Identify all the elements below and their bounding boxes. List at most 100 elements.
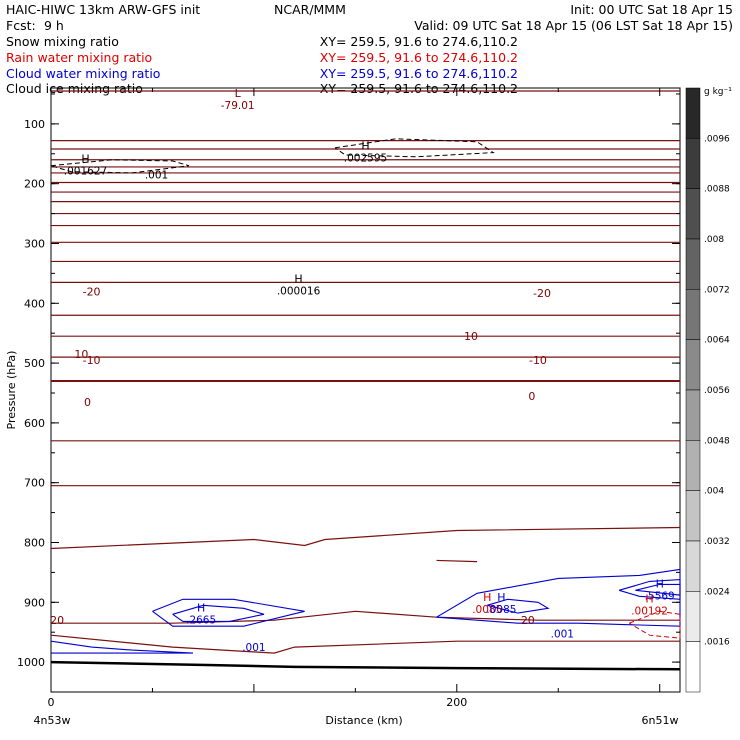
y-tick-label: 100 (24, 118, 45, 131)
colorbar-label: .008 (704, 235, 724, 245)
cloud-water-contour (635, 583, 681, 596)
field-snow-xy: XY= 259.5, 91.6 to 274.6,110.2 (320, 34, 518, 49)
contour-label: .001 (145, 170, 168, 182)
isotherm-label: -20 (83, 285, 101, 298)
extremum-value: -79.01 (221, 100, 255, 112)
header-center: NCAR/MMM (274, 2, 346, 17)
x-tick-label: 0 (48, 696, 55, 709)
rain-water-contour (629, 610, 681, 639)
isotherm-label: -10 (529, 354, 547, 367)
header-valid: Valid: 09 UTC Sat 18 Apr 15 (06 LST Sat … (414, 18, 733, 33)
extremum-marker: H (81, 153, 89, 166)
isotherm-label: -10 (83, 354, 101, 367)
y-tick-label: 1000 (17, 656, 45, 669)
colorbar-segment (685, 188, 701, 240)
isotherm-line (436, 559, 478, 563)
isotherm-label: 0 (528, 390, 535, 403)
extremum-value: .5569 (645, 590, 675, 602)
isotherm-label: 20 (521, 614, 535, 627)
endpoint-left: 4n53w (34, 714, 71, 727)
extremum-marker: L (235, 87, 242, 100)
header-init: Init: 00 UTC Sat 18 Apr 15 (570, 2, 733, 17)
header-fcst-value: 9 h (44, 18, 64, 33)
extremum-value: .001627 (64, 166, 107, 178)
cloud-water-contour (436, 568, 681, 627)
contour-label: .001 (551, 628, 574, 640)
extremum-marker: H (361, 140, 369, 153)
cloud-water-contour (50, 640, 194, 654)
y-tick-label: 500 (24, 357, 45, 370)
colorbar-segment (685, 87, 701, 139)
colorbar-label: .0048 (704, 436, 730, 446)
cloud-water-contour (172, 604, 265, 622)
colorbar-segment (685, 591, 701, 642)
cloud-water-contour (487, 598, 550, 614)
colorbar-label: .0096 (704, 134, 730, 144)
field-cloudwater-xy: XY= 259.5, 91.6 to 274.6,110.2 (320, 66, 518, 81)
snow-ice-contour (334, 138, 495, 158)
snow-ice-contour (50, 159, 190, 174)
extremum-marker: H (497, 591, 505, 604)
colorbar-segment (685, 238, 701, 290)
y-tick-label: 200 (24, 178, 45, 191)
colorbar-label: .004 (704, 487, 724, 497)
extremum-value: .000016 (277, 285, 321, 297)
colorbar-segment (685, 440, 701, 491)
terrain-line (50, 660, 681, 671)
field-cloudwater-name: Cloud water mixing ratio (6, 66, 160, 81)
y-tick-label: 900 (24, 596, 45, 609)
colorbar-segment (685, 138, 701, 189)
colorbar-segment (685, 641, 701, 693)
y-tick-label: 300 (24, 237, 45, 250)
colorbar-label: .0024 (704, 587, 730, 597)
colorbar-unit: g kg⁻¹ (704, 87, 732, 97)
x-tick-label: 200 (446, 696, 467, 709)
cloud-water-contour (152, 598, 305, 627)
x-axis-title: Distance (km) (325, 714, 402, 727)
extremum-value: .0085 (472, 604, 502, 616)
isotherm-label: 10 (464, 330, 478, 343)
colorbar-label: .0064 (704, 336, 730, 346)
colorbar: .0096 .0088 .008 .0072 .0064 .0056 .0048 .004 .0… (685, 87, 730, 693)
extremum-value: .0085 (486, 604, 516, 616)
field-rain-name: Rain water mixing ratio (6, 50, 152, 65)
isotherm-label: 0 (84, 396, 91, 409)
header-title: HAIC-HIWC 13km ARW-GFS init (6, 2, 200, 17)
colorbar-label: .0088 (704, 185, 730, 195)
isotherm-line (51, 610, 680, 624)
colorbar-segment (685, 389, 701, 441)
colorbar-segment (685, 289, 701, 340)
isotherm-label: -20 (533, 287, 551, 300)
colorbar-segment (685, 339, 701, 391)
extremum-marker: H (656, 577, 664, 590)
y-axis-title: Pressure (hPa) (5, 351, 18, 430)
y-tick-label: 600 (24, 417, 45, 430)
isotherm-line (50, 634, 680, 654)
contour-label: .001 (242, 642, 265, 654)
field-snow-name: Snow mixing ratio (6, 34, 119, 49)
extremum-marker: H (645, 592, 653, 605)
colorbar-label: .0016 (704, 638, 730, 648)
colorbar-segment (685, 490, 701, 542)
colorbar-segment (685, 540, 701, 592)
endpoint-right: 6n51w (642, 714, 679, 727)
field-rain-xy: XY= 259.5, 91.6 to 274.6,110.2 (320, 50, 518, 65)
isotherm-label: 10 (74, 348, 88, 361)
extremum-value: .2665 (186, 614, 216, 626)
colorbar-label: .0056 (704, 386, 730, 396)
extremum-marker: H (483, 591, 491, 604)
colorbar-label: .0032 (704, 537, 730, 547)
extremum-marker: H (197, 601, 205, 614)
plot-frame (50, 87, 681, 693)
colorbar-label: .0072 (704, 285, 730, 295)
y-tick-label: 400 (24, 297, 45, 310)
isotherm-label: 20 (50, 614, 64, 627)
extremum-value: .002595 (344, 153, 387, 165)
y-tick-label: 700 (24, 477, 45, 490)
extremum-value: .00192 (631, 605, 668, 617)
isotherm-line (50, 526, 681, 550)
header-fcst-label: Fcst: (6, 18, 36, 33)
